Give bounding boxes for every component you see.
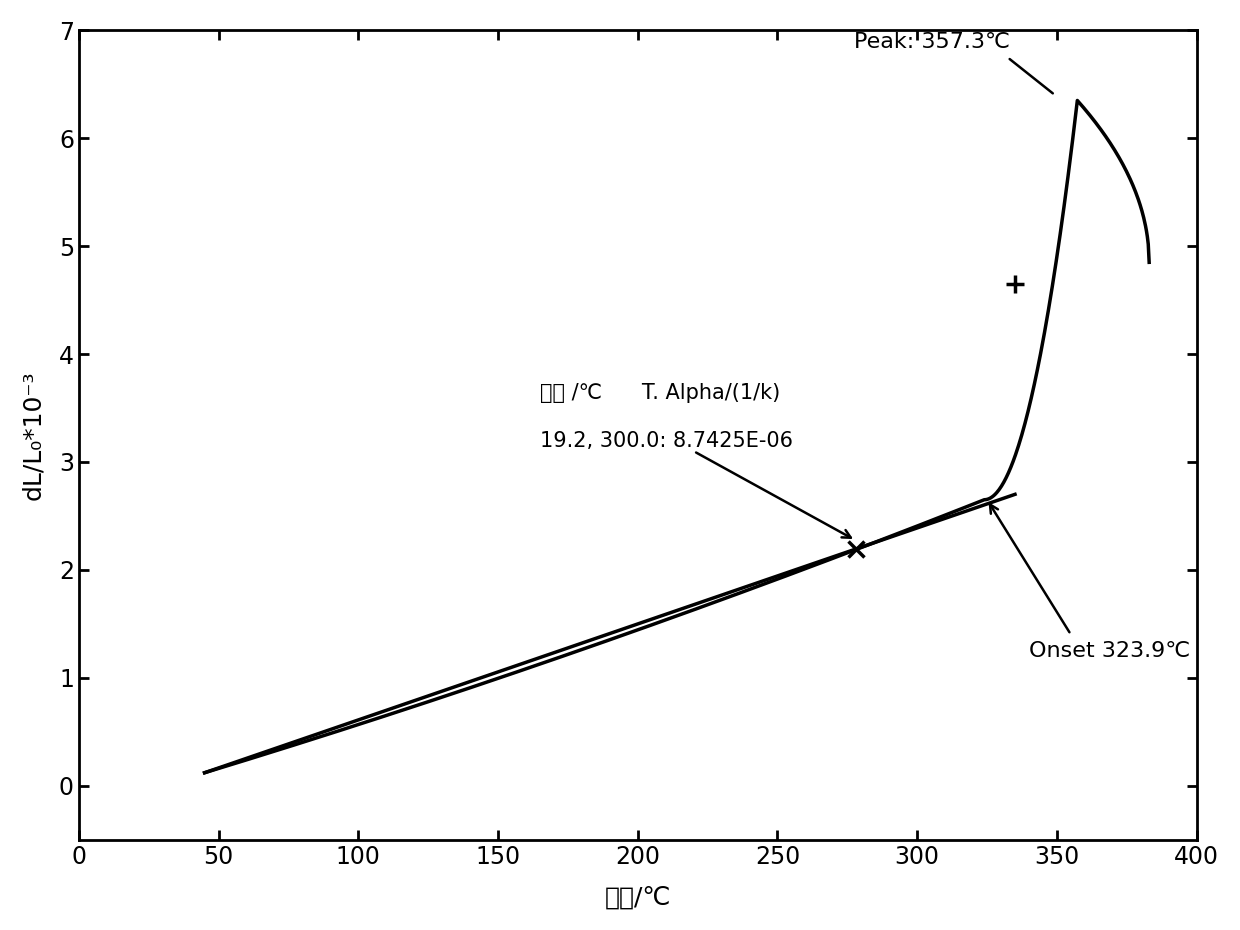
X-axis label: 温度/℃: 温度/℃: [605, 885, 671, 910]
Text: Peak: 357.3℃: Peak: 357.3℃: [854, 32, 1009, 52]
Text: Onset 323.9℃: Onset 323.9℃: [1029, 641, 1190, 661]
Text: 19.2, 300.0: 8.7425E-06: 19.2, 300.0: 8.7425E-06: [539, 432, 792, 451]
Text: 温度 /℃      T. Alpha/(1/k): 温度 /℃ T. Alpha/(1/k): [539, 382, 780, 403]
Y-axis label: dL/L₀*10⁻³: dL/L₀*10⁻³: [21, 370, 45, 499]
